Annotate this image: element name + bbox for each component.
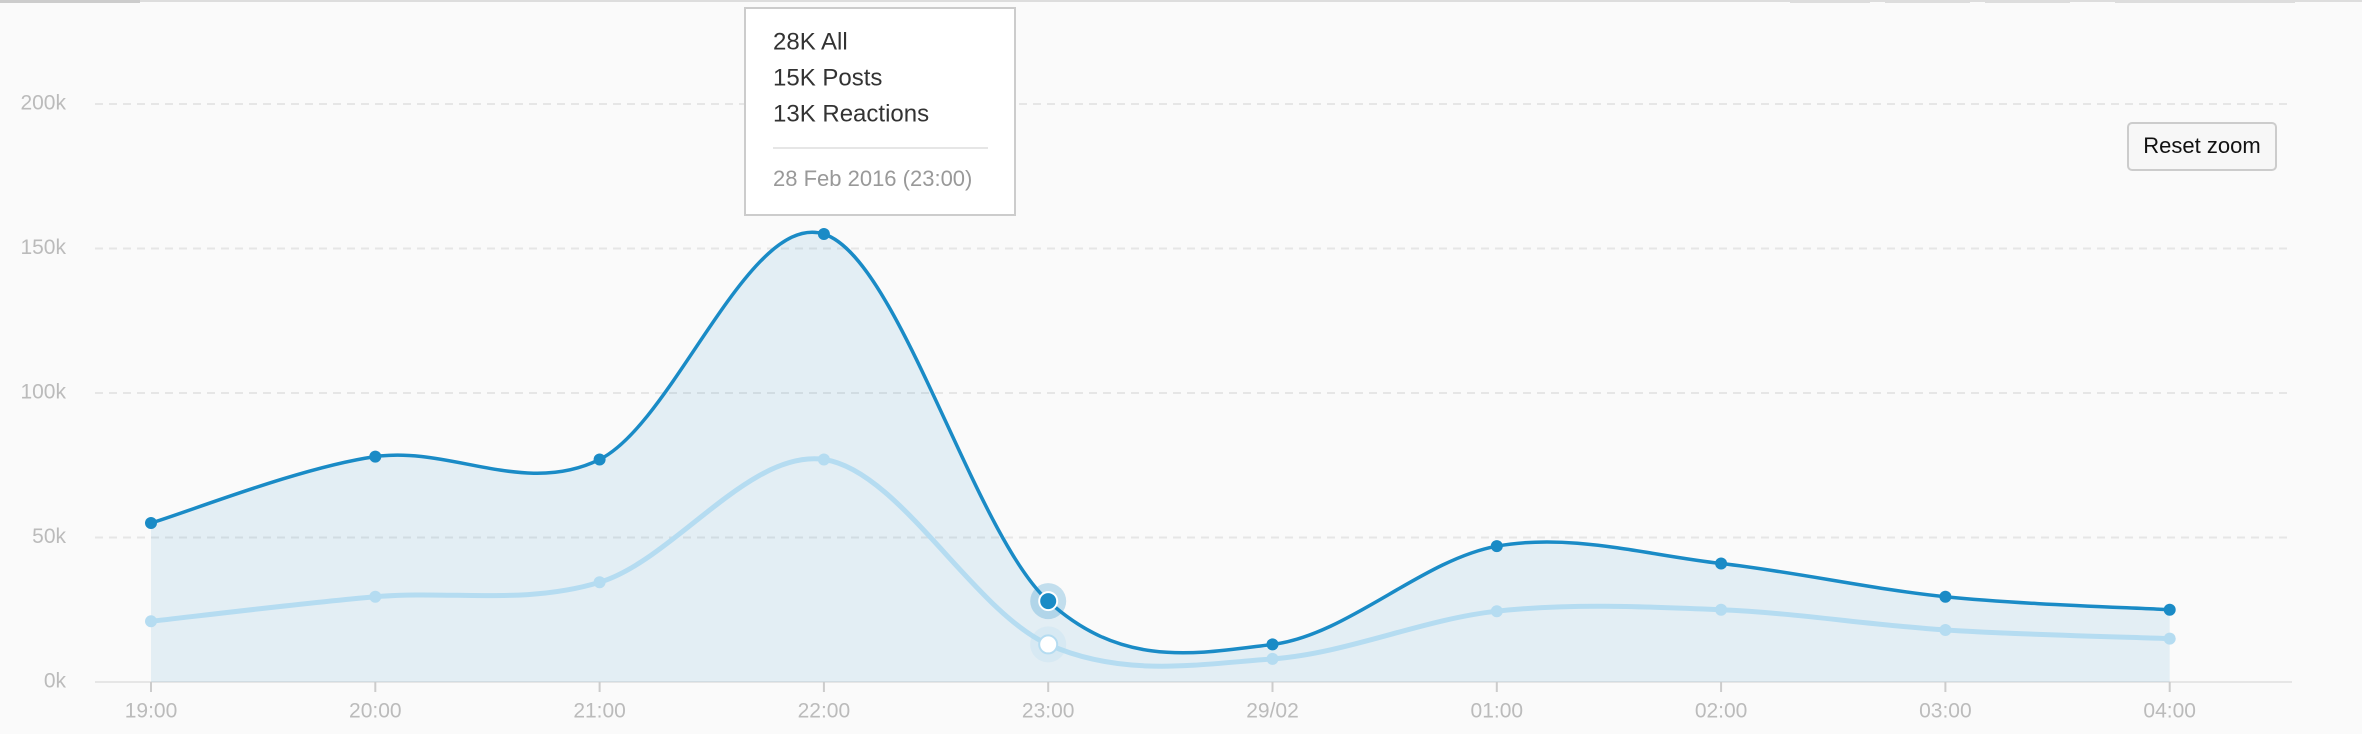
reset-zoom-button[interactable]	[2127, 122, 2277, 171]
tooltip-line: 15K Posts	[773, 64, 882, 91]
tooltip-line: 13K Reactions	[773, 100, 929, 127]
point	[145, 615, 157, 628]
point	[145, 517, 157, 530]
x-tick-label: 03:00	[1919, 700, 1972, 723]
y-tick-label: 100k	[20, 381, 66, 404]
plot: 0k 50k 100k 150k 200k 19:00 20:00 21:00 22:00 23:…	[20, 92, 2292, 723]
point	[1266, 638, 1279, 651]
point	[593, 576, 606, 589]
tab-decor	[2115, 0, 2295, 3]
point	[1490, 605, 1503, 618]
x-tick-label: 20:00	[349, 700, 402, 723]
tooltip-box	[744, 7, 1016, 216]
point	[1715, 557, 1728, 570]
reset-zoom[interactable]: Reset zoom	[2127, 122, 2277, 171]
point	[1038, 634, 1059, 655]
x-tick-label: 01:00	[1471, 700, 1524, 723]
tooltip-date: 28 Feb 2016 (23:00)	[773, 166, 972, 191]
y-tick-label: 0k	[44, 670, 67, 693]
series-line	[150, 456, 2170, 669]
series-line	[150, 230, 2170, 655]
x-tick-label: 22:00	[798, 700, 851, 723]
point	[1939, 623, 1952, 636]
tab-decor	[1885, 0, 1970, 3]
point	[593, 453, 606, 466]
x-tick-label: 02:00	[1695, 700, 1748, 723]
x-tick-label: 04:00	[2143, 700, 2196, 723]
point	[369, 590, 382, 603]
reset-zoom-label[interactable]: Reset zoom	[2143, 133, 2260, 158]
tooltip: 28K All 15K Posts 13K Reactions 28 Feb 2…	[744, 7, 1016, 216]
x-tick-label: 19:00	[125, 700, 178, 723]
x-tick-label: 23:00	[1022, 700, 1075, 723]
point	[1939, 590, 1952, 603]
tab-decor	[1985, 0, 2070, 3]
point	[1038, 591, 1059, 612]
point	[1715, 603, 1728, 616]
point	[369, 450, 382, 463]
point	[2163, 603, 2176, 616]
tab-decor	[1790, 0, 1870, 3]
point	[2163, 632, 2176, 645]
point	[1266, 652, 1279, 665]
x-tick-label: 29/02	[1246, 700, 1299, 723]
point	[1490, 540, 1503, 553]
tooltip-line: 28K All	[773, 28, 848, 55]
y-tick-label: 150k	[20, 236, 66, 259]
tab-decor	[0, 0, 140, 3]
y-tick-label: 200k	[20, 92, 66, 115]
point	[817, 228, 830, 241]
x-tick-label: 21:00	[573, 700, 626, 723]
point	[817, 453, 830, 466]
area-fill	[151, 232, 2170, 682]
y-tick-label: 50k	[32, 525, 66, 548]
